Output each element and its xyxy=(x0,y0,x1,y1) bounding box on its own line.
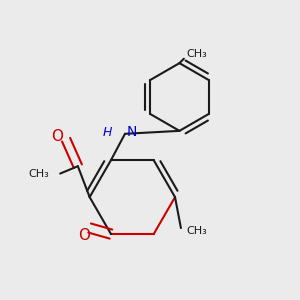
Text: N: N xyxy=(126,125,137,139)
Text: H: H xyxy=(102,126,112,139)
Text: CH₃: CH₃ xyxy=(187,226,208,236)
Text: O: O xyxy=(51,129,63,144)
Text: O: O xyxy=(78,228,90,243)
Text: CH₃: CH₃ xyxy=(187,49,208,59)
Text: CH₃: CH₃ xyxy=(28,169,49,178)
